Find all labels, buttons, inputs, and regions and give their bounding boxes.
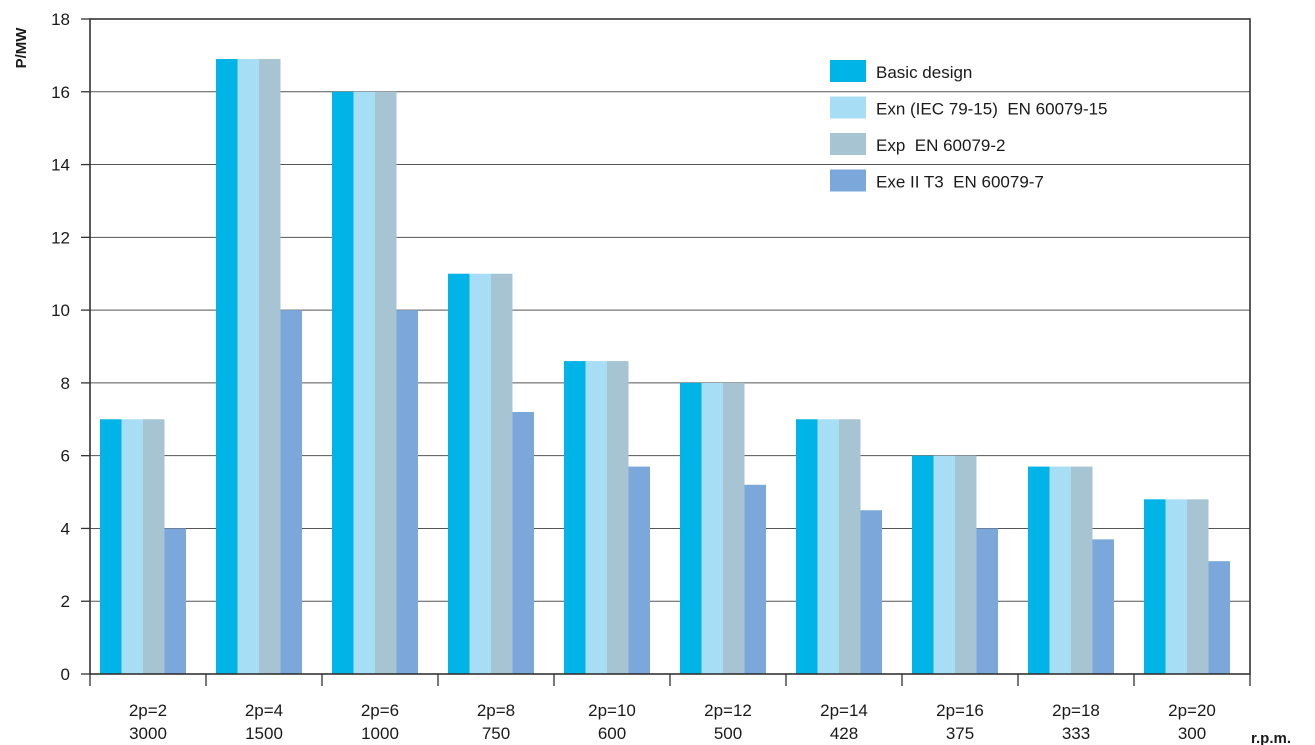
- bar-4-2p=14: [860, 510, 882, 674]
- bar-4-2p=4: [280, 310, 302, 674]
- x-tick-label-rpm: 1500: [245, 724, 283, 743]
- bar-4-2p=20: [1208, 561, 1230, 674]
- bar-4-2p=10: [628, 466, 650, 674]
- x-tick-label-rpm: 333: [1062, 724, 1090, 743]
- bar-3-2p=20: [1187, 499, 1209, 674]
- bars-layer: [100, 59, 1230, 675]
- y-tick-label: 4: [61, 519, 70, 538]
- x-tick-label-rpm: 600: [598, 724, 626, 743]
- legend-swatch: [830, 169, 866, 192]
- y-tick-label: 0: [61, 665, 70, 684]
- bar-3-2p=4: [259, 59, 281, 675]
- bar-3-2p=16: [955, 455, 977, 674]
- bar-1-2p=18: [1028, 466, 1050, 674]
- bar-2-2p=16: [933, 455, 955, 674]
- legend: Basic design Exn (IEC 79-15) EN 60079-15 E…: [830, 60, 1108, 192]
- bar-1-2p=4: [216, 59, 238, 675]
- bar-3-2p=14: [839, 419, 861, 674]
- x-tick-label-rpm: 750: [482, 724, 510, 743]
- bar-4-2p=16: [976, 528, 998, 674]
- x-tick-label-poles: 2p=12: [704, 701, 752, 720]
- y-tick-label: 8: [61, 374, 70, 393]
- bar-3-2p=6: [375, 91, 397, 675]
- legend-label: Exn (IEC 79-15) EN 60079-15: [876, 100, 1108, 119]
- x-tick-label-poles: 2p=8: [477, 701, 515, 720]
- bar-3-2p=2: [143, 419, 165, 674]
- bar-4-2p=8: [512, 412, 534, 674]
- x-tick-label-poles: 2p=2: [129, 701, 167, 720]
- x-tick-label-poles: 2p=20: [1168, 701, 1216, 720]
- bar-2-2p=18: [1049, 466, 1071, 674]
- x-tick-label-rpm: 3000: [129, 724, 167, 743]
- bar-1-2p=8: [448, 273, 470, 674]
- x-axis-title: r.p.m.: [1251, 730, 1291, 745]
- bar-1-2p=12: [680, 382, 702, 674]
- y-tick-label: 6: [61, 447, 70, 466]
- bar-4-2p=18: [1092, 539, 1114, 674]
- legend-swatch: [830, 133, 866, 155]
- bar-2-2p=2: [121, 419, 143, 674]
- legend-label: Exe II T3 EN 60079-7: [876, 173, 1044, 192]
- y-axis-title: P/MW: [13, 27, 30, 69]
- bar-4-2p=2: [164, 528, 186, 674]
- x-tick-label-poles: 2p=6: [361, 701, 399, 720]
- x-tick-label-rpm: 428: [830, 724, 858, 743]
- bar-4-2p=12: [744, 484, 766, 674]
- x-tick-label-rpm: 1000: [361, 724, 399, 743]
- bar-2-2p=20: [1165, 499, 1187, 674]
- legend-label: Exp EN 60079-2: [876, 136, 1005, 155]
- y-tick-label: 2: [61, 592, 70, 611]
- x-tick-label-rpm: 500: [714, 724, 742, 743]
- bar-3-2p=18: [1071, 466, 1093, 674]
- x-tick-label-poles: 2p=14: [820, 701, 868, 720]
- x-tick-label-poles: 2p=4: [245, 701, 283, 720]
- y-tick-label: 10: [51, 301, 70, 320]
- x-tick-label-rpm: 375: [946, 724, 974, 743]
- y-tick-label: 16: [51, 83, 70, 102]
- bar-1-2p=14: [796, 419, 818, 674]
- legend-swatch: [830, 60, 866, 82]
- bar-3-2p=12: [723, 382, 745, 674]
- bar-2-2p=10: [585, 361, 607, 674]
- y-tick-label: 12: [51, 228, 70, 247]
- bar-1-2p=10: [564, 361, 586, 674]
- y-tick-label: 18: [51, 10, 70, 29]
- axis-layer: 0 2 4 6 8 10 12 14 16 18 2p=2 3000 2p=4 1500 2p=6 1000 2…: [51, 10, 1251, 743]
- bar-2-2p=6: [353, 91, 375, 675]
- x-tick-label-poles: 2p=10: [588, 701, 636, 720]
- y-tick-label: 14: [51, 156, 70, 175]
- bar-1-2p=6: [332, 91, 354, 675]
- x-tick-label-rpm: 300: [1178, 724, 1206, 743]
- bar-2-2p=12: [701, 382, 723, 674]
- bar-2-2p=14: [817, 419, 839, 674]
- legend-swatch: [830, 96, 866, 119]
- x-tick-label-poles: 2p=16: [936, 701, 984, 720]
- bar-2-2p=8: [469, 273, 491, 674]
- bar-4-2p=6: [396, 310, 418, 674]
- bar-1-2p=16: [912, 455, 934, 674]
- x-tick-label-poles: 2p=18: [1052, 701, 1100, 720]
- bar-1-2p=2: [100, 419, 122, 674]
- bar-2-2p=4: [237, 59, 259, 675]
- bar-3-2p=8: [491, 273, 513, 674]
- bar-1-2p=20: [1144, 499, 1166, 674]
- legend-label: Basic design: [876, 63, 972, 82]
- bar-3-2p=10: [607, 361, 629, 674]
